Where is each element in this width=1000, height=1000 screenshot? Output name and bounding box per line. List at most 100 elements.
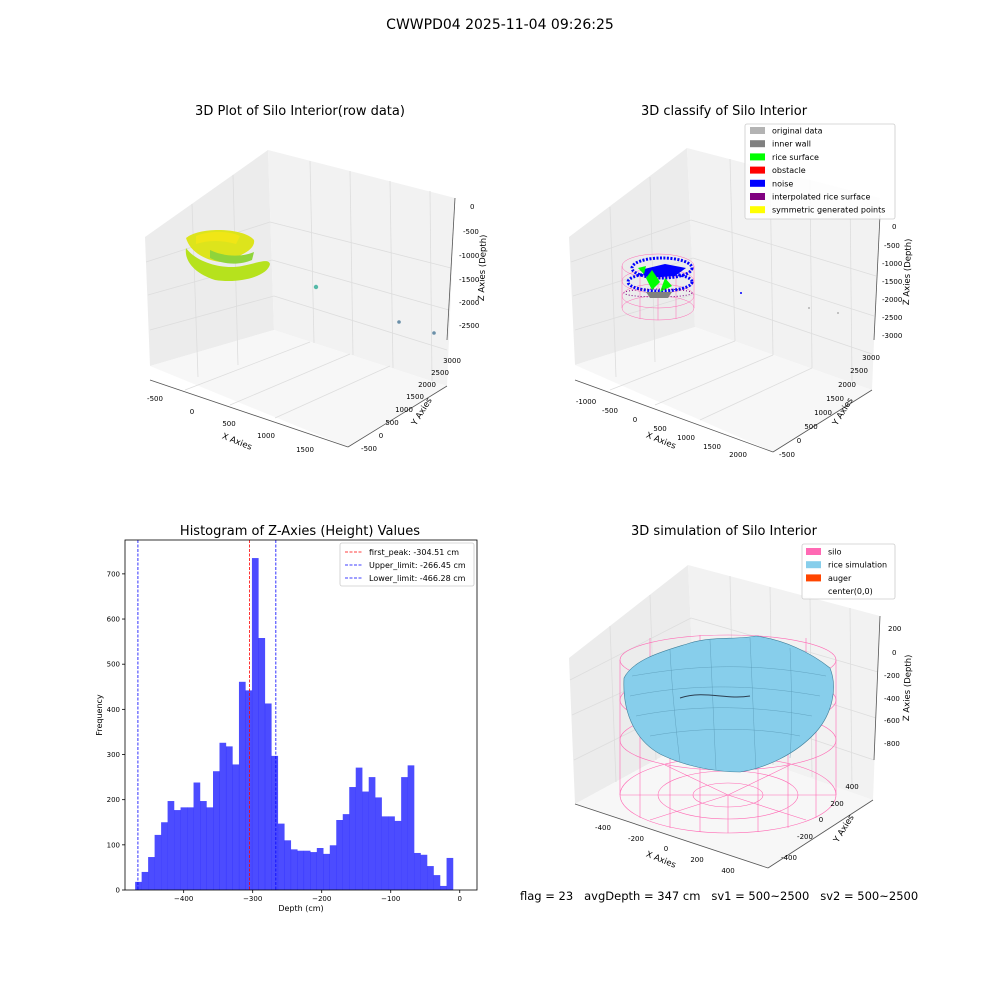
simulation-legend: silo rice simulation auger center(0,0) [801, 543, 896, 600]
histogram-bar [206, 807, 214, 890]
histogram-title: Histogram of Z-Axies (Height) Values [179, 524, 421, 539]
histogram-bar [323, 853, 330, 890]
classify-tick-labels: -1000 -500 0 500 1000 1500 2000 -500 0 5… [576, 223, 903, 459]
classify-ytick: 3000 [862, 354, 880, 362]
raw-zlabel: Z Axies (Depth) [477, 234, 489, 301]
legend-label: noise [772, 179, 793, 188]
classify-3d-plot: -1000 -500 0 500 1000 1500 2000 -500 0 5… [569, 123, 914, 459]
histogram-bar [141, 871, 149, 890]
histogram-bar [284, 840, 292, 890]
raw-tick-labels: -500 0 500 1000 1500 -500 0 500 1000 150… [147, 203, 479, 454]
histogram-bars [135, 558, 454, 890]
raw-ztick: -1500 [459, 276, 479, 284]
classify-points [621, 253, 839, 321]
histogram-legend-label: Upper_limit: -266.45 cm [369, 561, 466, 570]
histogram-bar [135, 881, 142, 890]
histogram-bar [394, 820, 402, 890]
simulation-xlabel: X Axies [644, 850, 677, 871]
classify-ztick: 0 [892, 223, 896, 231]
legend-label: rice surface [772, 153, 819, 162]
histogram-yticks: 0 100 200 300 400 500 600 700 [107, 570, 125, 895]
raw-ytick: -500 [361, 445, 377, 453]
histogram-xtick-label: −100 [381, 895, 400, 903]
classify-ytick: 500 [804, 423, 817, 431]
raw-ytick: 1000 [395, 406, 413, 414]
histogram-bar [381, 816, 389, 890]
histogram-bar [362, 791, 369, 890]
classify-xtick: 0 [633, 416, 637, 424]
raw-xtick: 500 [222, 420, 235, 428]
histogram-bar [154, 834, 162, 890]
raw-xtick: -500 [147, 395, 163, 403]
raw-axis-lines [149, 197, 456, 448]
histogram-bar [349, 787, 356, 890]
legend-label: center(0,0) [828, 587, 873, 596]
histogram-bar [251, 558, 259, 890]
raw-ytick: 3000 [443, 357, 461, 365]
histogram-bar [375, 797, 382, 890]
classify-ztick: -1500 [882, 278, 902, 286]
histogram-bar [290, 849, 298, 890]
simulation-xtick: 400 [721, 867, 734, 875]
histogram-ytick-label: 0 [116, 887, 120, 895]
histogram-frame [124, 539, 478, 891]
histogram-ytick-label: 700 [107, 570, 120, 578]
simulation-rice-mesh [629, 637, 827, 771]
histogram-xtick-label: −200 [312, 895, 331, 903]
histogram-bar [329, 845, 337, 890]
classify-xtick: 1000 [677, 434, 695, 442]
classify-ytick: 0 [797, 437, 801, 445]
legend-swatch [750, 179, 765, 187]
legend-swatch [806, 574, 821, 582]
simulation-xtick: -200 [628, 835, 644, 843]
legend-swatch [750, 140, 765, 148]
histogram-bar [264, 703, 272, 890]
histogram-ytick-label: 400 [107, 706, 120, 714]
raw-ytick: 1500 [406, 393, 424, 401]
histogram-xlabel: Depth (cm) [278, 904, 323, 913]
histogram-xticks: −400 −300 −200 −100 0 [174, 890, 462, 903]
classify-ztick: -1000 [882, 260, 902, 268]
classify-gridlines [570, 158, 877, 421]
histogram-bar [148, 857, 155, 890]
raw-ytick: 2500 [431, 369, 449, 377]
legend-swatch [806, 548, 821, 555]
legend-swatch [806, 561, 821, 569]
histogram-bar [401, 777, 408, 890]
histogram-ytick-label: 300 [107, 751, 120, 759]
classify-axis-lines [574, 214, 881, 453]
histogram-ytick-label: 100 [107, 841, 120, 849]
raw-xlabel: X Axies [220, 432, 253, 453]
legend-label: interpolated rice surface [772, 193, 870, 202]
histogram-xtick-label: 0 [458, 895, 462, 903]
raw-xtick: 1500 [296, 446, 314, 454]
classify-panel-title: 3D classify of Silo Interior [640, 104, 808, 119]
legend-label: obstacle [772, 166, 806, 175]
classify-xlabel: X Axies [644, 431, 677, 452]
raw-ytick: 0 [379, 432, 383, 440]
simulation-auger [679, 694, 751, 699]
histogram-legend: first_peak: -304.51 cm Upper_limit: -266.… [339, 542, 475, 587]
histogram-bar [180, 807, 188, 890]
histogram-bar [161, 822, 168, 890]
histogram-bar [219, 742, 227, 890]
classify-pane-floor [575, 327, 872, 452]
classify-xtick: 2000 [729, 451, 747, 459]
classify-pane-left [569, 148, 695, 365]
raw-ytick: 500 [385, 419, 398, 427]
histogram-bar [427, 866, 434, 890]
classify-ytick: 2500 [850, 367, 868, 375]
simulation-ytick: 200 [830, 800, 843, 808]
histogram-bar [407, 765, 415, 890]
simulation-ztick: -800 [884, 740, 900, 748]
histogram-ytick-label: 200 [107, 796, 120, 804]
histogram-xtick-label: −400 [174, 895, 193, 903]
legend-label: inner wall [772, 140, 811, 149]
raw-ztick: 0 [470, 203, 474, 211]
legend-swatch [750, 193, 765, 200]
histogram-bar [277, 823, 285, 890]
raw-panel-title: 3D Plot of Silo Interior(row data) [195, 104, 405, 119]
legend-label: silo [828, 548, 842, 557]
simulation-tick-labels: -400 -200 0 200 400 -400 -200 0 200 400 … [595, 625, 901, 875]
legend-swatch [750, 166, 765, 174]
